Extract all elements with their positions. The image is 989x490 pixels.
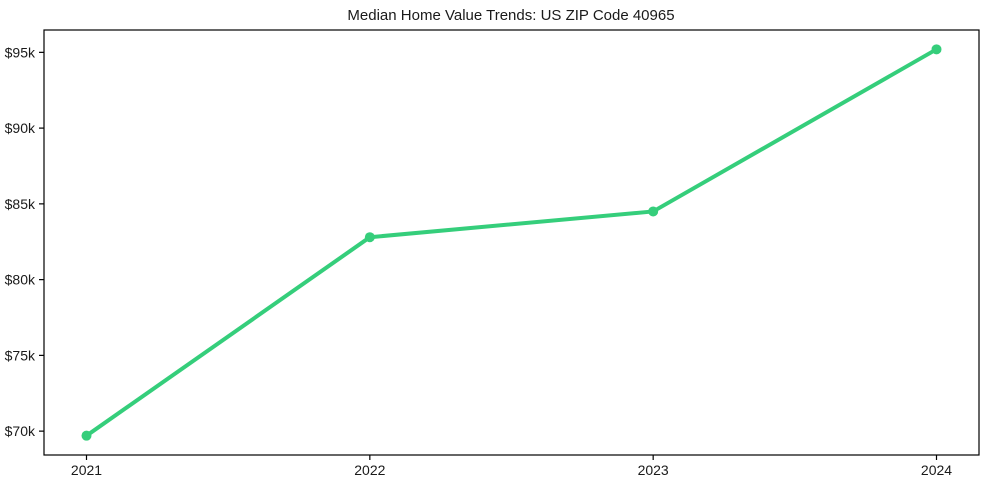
data-point-marker — [931, 44, 942, 55]
x-tick-label: 2022 — [354, 462, 385, 478]
y-tick-label: $90k — [5, 120, 36, 136]
data-point-marker — [648, 206, 659, 217]
x-tick-label: 2021 — [71, 462, 102, 478]
data-point-marker — [81, 430, 92, 441]
axis-ticks-layer: $70k $75k $80k $85k $90k $95k 2021 2022 2023 2024 — [5, 44, 953, 478]
series-layer — [81, 44, 942, 441]
y-tick-label: $70k — [5, 423, 36, 439]
x-tick-label: 2024 — [921, 462, 952, 478]
chart-title: Median Home Value Trends: US ZIP Code 40… — [347, 7, 674, 24]
y-tick-label: $80k — [5, 272, 36, 288]
y-tick-label: $95k — [5, 44, 36, 60]
data-point-marker — [364, 232, 375, 243]
y-tick-label: $85k — [5, 196, 36, 212]
series-line — [84, 47, 939, 438]
plot-border — [43, 29, 980, 456]
y-tick-label: $75k — [5, 347, 36, 363]
x-tick-label: 2023 — [638, 462, 669, 478]
